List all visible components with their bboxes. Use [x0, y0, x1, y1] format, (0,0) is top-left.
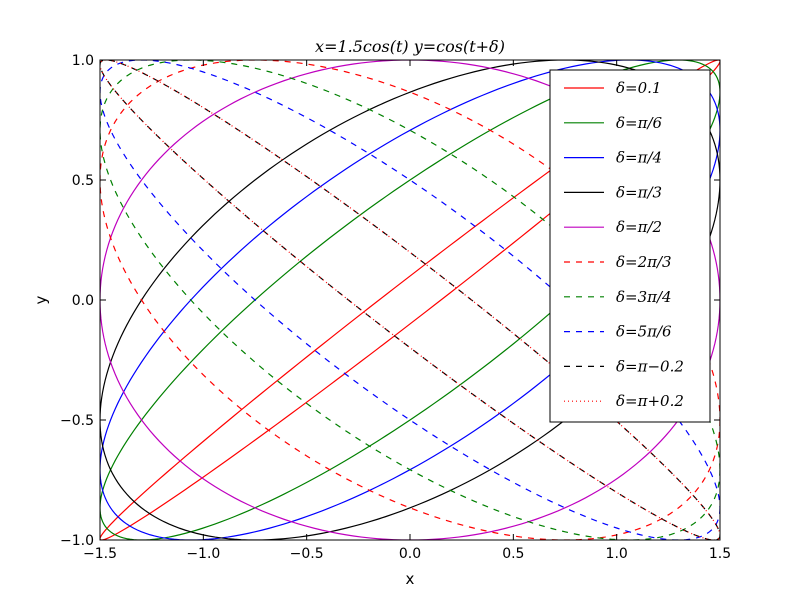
legend-label-1: δ=π/6 [616, 114, 663, 132]
y-tick-label: 1.0 [72, 53, 94, 69]
x-axis-label: x [406, 570, 415, 588]
legend: δ=0.1 δ=π/6 δ=π/4 δ=π/3 δ=π/2 δ=2π/3 δ=3π/4 δ=5… [549, 69, 711, 423]
x-tick-label: 1.5 [709, 546, 731, 562]
x-tick-label: 0.0 [399, 546, 421, 562]
legend-label-2: δ=π/4 [616, 149, 662, 167]
legend-label-9: δ=π+0.2 [616, 392, 684, 410]
legend-label-8: δ=π−0.2 [616, 357, 684, 375]
legend-label-5: δ=2π/3 [616, 253, 672, 271]
y-tick-label: −0.5 [60, 413, 94, 429]
legend-label-7: δ=5π/6 [616, 323, 672, 341]
legend-box [549, 69, 711, 423]
x-tick-label: 0.5 [502, 546, 524, 562]
x-tick-label: −0.5 [290, 546, 324, 562]
series-line-6 [100, 60, 720, 540]
y-tick-label: 0.0 [72, 293, 94, 309]
legend-label-4: δ=π/2 [616, 218, 662, 236]
chart-title: x=1.5cos(t) y=cos(t+δ) [315, 37, 505, 56]
y-axis-label: y [32, 295, 50, 304]
x-tick-label: −1.0 [186, 546, 220, 562]
y-tick-label: 0.5 [72, 173, 94, 189]
legend-label-6: δ=3π/4 [616, 288, 672, 306]
ticks-group: −1.5 −1.0 −0.5 0.0 0.5 1.0 1.5−1.0−0.50.00.51.… [60, 53, 731, 562]
legend-label-3: δ=π/3 [616, 183, 662, 201]
x-tick-label: 1.0 [606, 546, 628, 562]
y-tick-label: −1.0 [60, 533, 94, 549]
legend-label-0: δ=0.1 [616, 79, 661, 97]
x-tick-label: −1.5 [83, 546, 117, 562]
